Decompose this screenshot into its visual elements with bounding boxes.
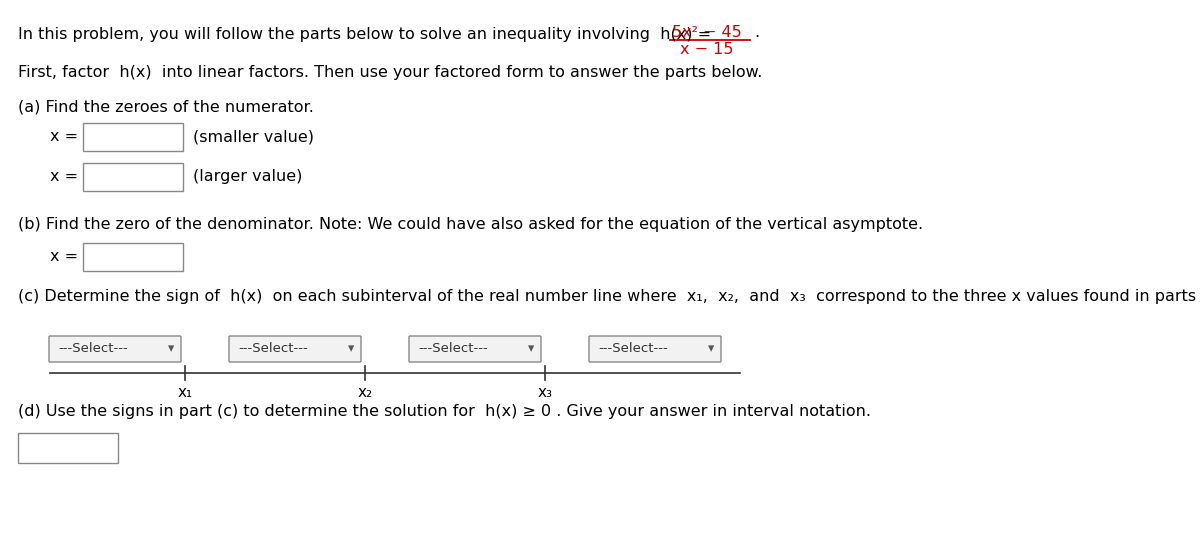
FancyBboxPatch shape — [589, 336, 721, 362]
Text: x₁: x₁ — [178, 385, 192, 400]
FancyBboxPatch shape — [18, 433, 118, 463]
Text: ▾: ▾ — [708, 343, 714, 355]
Text: (c) Determine the sign of  h(x)  on each subinterval of the real number line whe: (c) Determine the sign of h(x) on each s… — [18, 289, 1200, 304]
Text: .: . — [754, 25, 760, 40]
Text: ▾: ▾ — [168, 343, 174, 355]
Text: x =: x = — [50, 169, 78, 184]
FancyBboxPatch shape — [83, 123, 182, 151]
Text: x =: x = — [50, 129, 78, 144]
Text: (a) Find the zeroes of the numerator.: (a) Find the zeroes of the numerator. — [18, 99, 314, 114]
Text: ---Select---: ---Select--- — [598, 343, 667, 355]
Text: (larger value): (larger value) — [193, 169, 302, 184]
Text: x =: x = — [50, 249, 78, 264]
Text: ---Select---: ---Select--- — [418, 343, 487, 355]
Text: ---Select---: ---Select--- — [238, 343, 307, 355]
Text: ▾: ▾ — [348, 343, 354, 355]
FancyBboxPatch shape — [83, 163, 182, 191]
FancyBboxPatch shape — [409, 336, 541, 362]
Text: x − 15: x − 15 — [680, 42, 733, 57]
FancyBboxPatch shape — [229, 336, 361, 362]
Text: (smaller value): (smaller value) — [193, 129, 314, 144]
Text: x₂: x₂ — [358, 385, 372, 400]
Text: 5x² − 45: 5x² − 45 — [672, 25, 742, 40]
FancyBboxPatch shape — [49, 336, 181, 362]
Text: ▾: ▾ — [528, 343, 534, 355]
Text: First, factor  h(x)  into linear factors. Then use your factored form to answer : First, factor h(x) into linear factors. … — [18, 65, 762, 80]
Text: In this problem, you will follow the parts below to solve an inequality involvin: In this problem, you will follow the par… — [18, 27, 716, 42]
Text: x₃: x₃ — [538, 385, 552, 400]
FancyBboxPatch shape — [83, 243, 182, 271]
Text: ---Select---: ---Select--- — [58, 343, 127, 355]
Text: (d) Use the signs in part (c) to determine the solution for  h(x) ≥ 0 . Give you: (d) Use the signs in part (c) to determi… — [18, 404, 871, 419]
Text: (b) Find the zero of the denominator. Note: We could have also asked for the equ: (b) Find the zero of the denominator. No… — [18, 217, 923, 232]
